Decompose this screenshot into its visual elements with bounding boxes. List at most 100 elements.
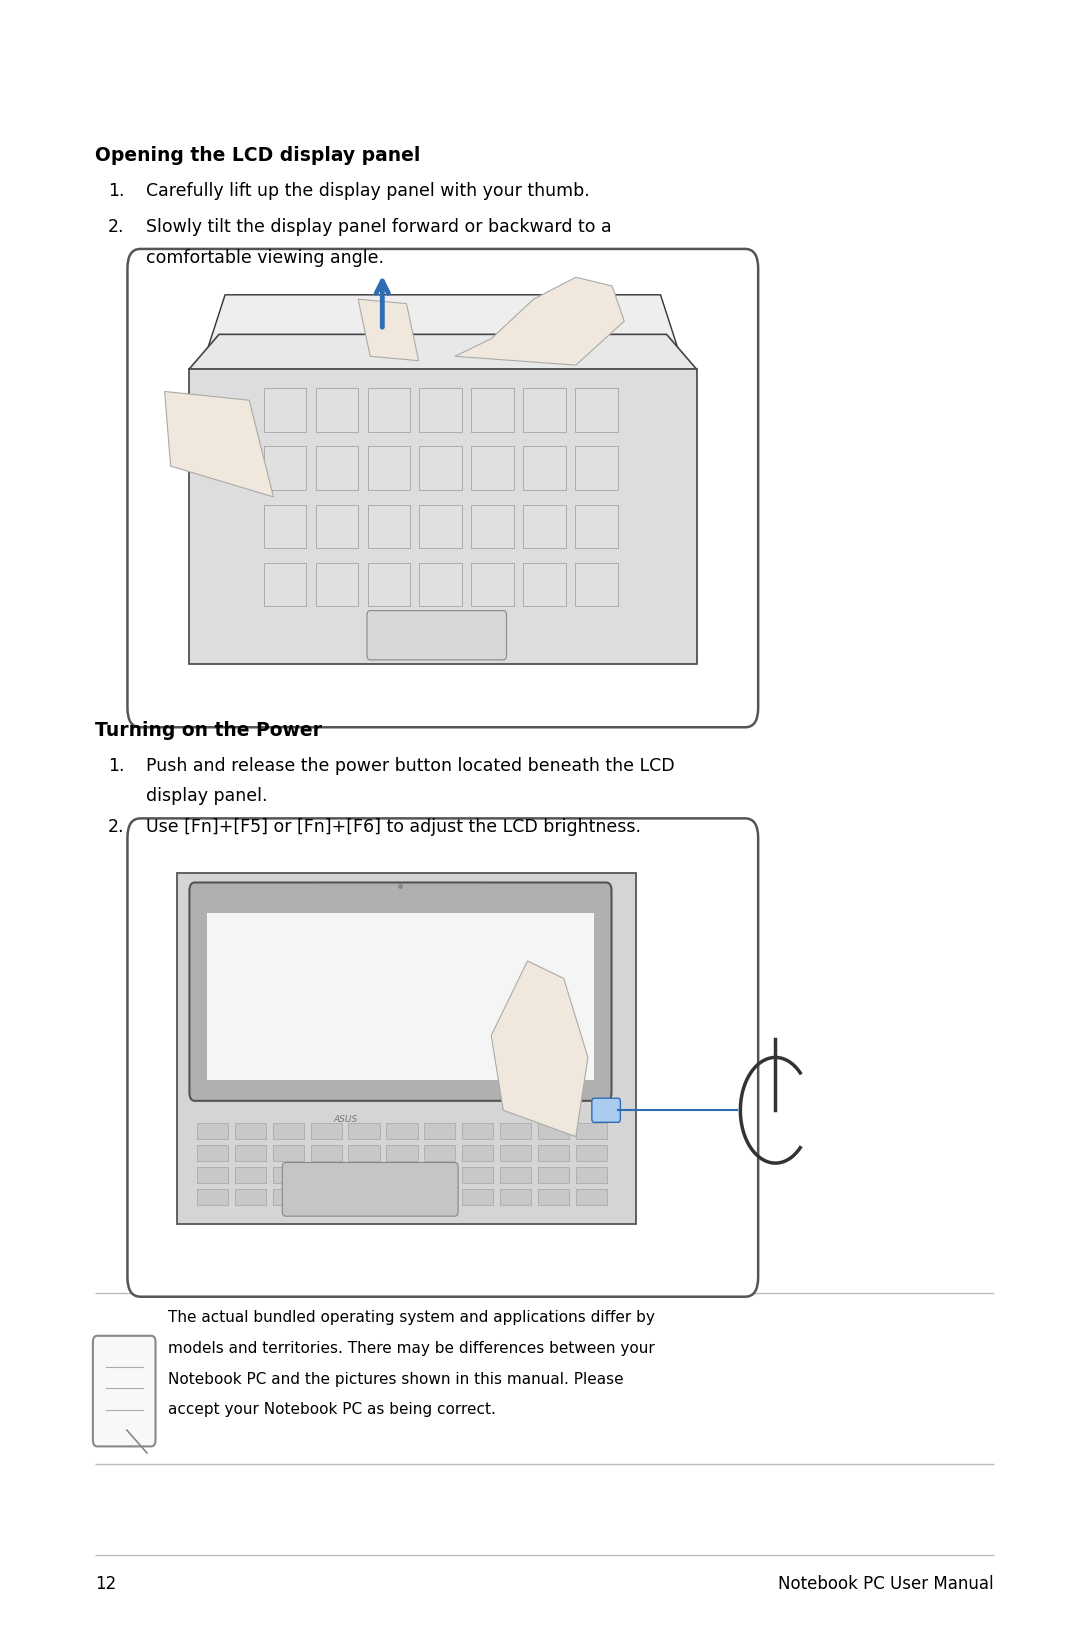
Bar xyxy=(264,504,307,548)
Text: 2.: 2. xyxy=(108,818,124,836)
FancyBboxPatch shape xyxy=(367,610,507,661)
Bar xyxy=(576,1168,607,1183)
Text: 1.: 1. xyxy=(108,182,124,200)
Bar xyxy=(197,1123,228,1139)
FancyBboxPatch shape xyxy=(592,1098,620,1123)
Bar xyxy=(462,1189,494,1206)
Bar xyxy=(471,389,514,431)
Bar xyxy=(234,1189,266,1206)
Bar xyxy=(471,563,514,607)
Bar xyxy=(538,1189,569,1206)
FancyBboxPatch shape xyxy=(127,818,758,1297)
Text: Carefully lift up the display panel with your thumb.: Carefully lift up the display panel with… xyxy=(146,182,590,200)
Bar xyxy=(471,446,514,490)
Bar xyxy=(576,1123,607,1139)
Bar xyxy=(387,1168,418,1183)
Bar xyxy=(419,446,462,490)
Polygon shape xyxy=(359,299,419,361)
Bar xyxy=(349,1189,379,1206)
Bar xyxy=(575,446,618,490)
Text: Notebook PC and the pictures shown in this manual. Please: Notebook PC and the pictures shown in th… xyxy=(168,1372,624,1386)
Bar xyxy=(311,1168,341,1183)
Bar xyxy=(538,1123,569,1139)
Bar xyxy=(387,1189,418,1206)
Bar xyxy=(419,504,462,548)
Text: 12: 12 xyxy=(95,1575,117,1593)
Bar xyxy=(207,913,594,1080)
FancyBboxPatch shape xyxy=(189,882,611,1101)
Bar xyxy=(538,1168,569,1183)
Bar xyxy=(523,504,566,548)
Bar xyxy=(575,389,618,431)
Text: The actual bundled operating system and applications differ by: The actual bundled operating system and … xyxy=(168,1310,656,1324)
Bar xyxy=(311,1123,341,1139)
Polygon shape xyxy=(189,335,697,369)
Bar xyxy=(500,1168,531,1183)
Bar xyxy=(500,1189,531,1206)
Bar xyxy=(349,1123,379,1139)
Bar xyxy=(234,1145,266,1162)
Bar xyxy=(387,1123,418,1139)
Text: Opening the LCD display panel: Opening the LCD display panel xyxy=(95,146,420,166)
Text: Turning on the Power: Turning on the Power xyxy=(95,721,322,740)
Text: accept your Notebook PC as being correct.: accept your Notebook PC as being correct… xyxy=(168,1402,497,1417)
Polygon shape xyxy=(201,321,685,369)
Bar xyxy=(576,1145,607,1162)
Bar xyxy=(424,1168,456,1183)
Bar xyxy=(419,563,462,607)
Bar xyxy=(264,446,307,490)
Polygon shape xyxy=(189,369,697,664)
Bar xyxy=(315,389,359,431)
Bar xyxy=(367,504,410,548)
Bar xyxy=(471,504,514,548)
Bar xyxy=(367,446,410,490)
Text: Slowly tilt the display panel forward or backward to a: Slowly tilt the display panel forward or… xyxy=(146,218,611,236)
Polygon shape xyxy=(491,962,588,1137)
FancyBboxPatch shape xyxy=(93,1336,156,1446)
Bar xyxy=(272,1168,303,1183)
FancyBboxPatch shape xyxy=(127,249,758,727)
Bar xyxy=(462,1168,494,1183)
Bar xyxy=(264,563,307,607)
Bar xyxy=(462,1145,494,1162)
Text: Use [Fn]+[F5] or [Fn]+[F6] to adjust the LCD brightness.: Use [Fn]+[F5] or [Fn]+[F6] to adjust the… xyxy=(146,818,640,836)
Bar xyxy=(424,1189,456,1206)
Bar xyxy=(367,563,410,607)
Bar xyxy=(315,446,359,490)
Bar xyxy=(197,1189,228,1206)
Bar xyxy=(575,563,618,607)
Bar xyxy=(315,563,359,607)
Bar xyxy=(523,446,566,490)
Text: ASUS: ASUS xyxy=(334,1114,359,1124)
Text: models and territories. There may be differences between your: models and territories. There may be dif… xyxy=(168,1341,656,1355)
Bar xyxy=(419,389,462,431)
Text: 1.: 1. xyxy=(108,757,124,774)
Bar xyxy=(197,1145,228,1162)
Text: display panel.: display panel. xyxy=(146,787,268,805)
Bar xyxy=(523,563,566,607)
Bar xyxy=(424,1123,456,1139)
Bar xyxy=(272,1123,303,1139)
Bar xyxy=(234,1168,266,1183)
Polygon shape xyxy=(164,392,273,496)
Bar xyxy=(272,1145,303,1162)
Polygon shape xyxy=(201,294,685,369)
Polygon shape xyxy=(455,277,624,364)
Bar xyxy=(349,1168,379,1183)
FancyBboxPatch shape xyxy=(282,1162,458,1217)
Bar xyxy=(500,1145,531,1162)
Bar xyxy=(349,1145,379,1162)
Text: comfortable viewing angle.: comfortable viewing angle. xyxy=(146,249,383,267)
Bar xyxy=(387,1145,418,1162)
Bar xyxy=(367,389,410,431)
Bar xyxy=(424,1145,456,1162)
Bar xyxy=(462,1123,494,1139)
Bar xyxy=(576,1189,607,1206)
Text: 2.: 2. xyxy=(108,218,124,236)
Bar xyxy=(311,1189,341,1206)
Polygon shape xyxy=(177,874,636,1225)
Bar xyxy=(315,504,359,548)
Text: Push and release the power button located beneath the LCD: Push and release the power button locate… xyxy=(146,757,674,774)
Bar xyxy=(575,504,618,548)
Bar xyxy=(311,1145,341,1162)
